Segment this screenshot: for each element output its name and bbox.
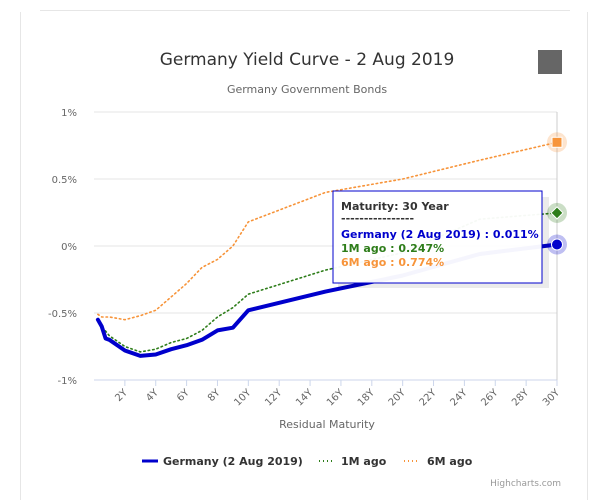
marker-1m-ago[interactable]: [550, 206, 564, 220]
left-border: [20, 12, 21, 500]
tooltip-title: Maturity: 30 Year: [341, 200, 449, 213]
x-axis-title: Residual Maturity: [279, 418, 375, 431]
legend-label-1m: 1M ago: [341, 455, 387, 468]
legend-item-1m[interactable]: 1M ago: [319, 455, 387, 468]
series-line-6m-ago: [97, 141, 558, 321]
x-axis: 2Y 4Y 6Y 8Y 10Y 12Y 14Y 16Y 18Y 20Y 22Y 24Y 26Y 28Y 30…: [94, 379, 563, 409]
x-tick-label: 18Y: [356, 387, 378, 409]
legend-item-6m[interactable]: 6M ago: [404, 455, 473, 468]
y-axis-labels: 1% 0.5% 0% -0.5% -1%: [48, 108, 77, 387]
credits-link[interactable]: Highcharts.com: [490, 479, 561, 489]
marker-6m-ago[interactable]: [551, 136, 563, 148]
tooltip-line-germany: Germany (2 Aug 2019) : 0.011%: [341, 228, 539, 241]
x-tick-label: 16Y: [325, 387, 347, 409]
hover-markers: [547, 132, 567, 255]
tooltip-line-1m: 1M ago : 0.247%: [341, 242, 444, 255]
legend-label-6m: 6M ago: [427, 455, 473, 468]
y-tick-label: 1%: [61, 108, 77, 119]
x-tick-label: 10Y: [232, 387, 254, 409]
x-tick-label: 26Y: [479, 387, 501, 409]
tooltip-separator: ----------------: [341, 212, 414, 225]
y-tick-label: 0.5%: [52, 175, 77, 186]
x-tick-label: 6Y: [175, 387, 192, 404]
y-tick-label: -1%: [58, 376, 77, 387]
legend: Germany (2 Aug 2019) 1M ago 6M ago: [142, 455, 473, 468]
x-tick-label: 2Y: [113, 387, 130, 404]
tooltip: Maturity: 30 Year ---------------- Germa…: [332, 190, 549, 288]
x-tick-label: 24Y: [448, 387, 470, 409]
marker-germany[interactable]: [551, 238, 563, 251]
x-tick-label: 20Y: [387, 387, 409, 409]
right-border: [587, 12, 588, 500]
y-tick-label: 0%: [61, 242, 77, 253]
x-tick-label: 28Y: [510, 387, 532, 409]
series-line-germany: [95, 242, 559, 358]
chart-title: Germany Yield Curve - 2 Aug 2019: [160, 50, 455, 70]
tooltip-line-6m: 6M ago : 0.774%: [341, 256, 444, 269]
legend-label-germany: Germany (2 Aug 2019): [163, 455, 303, 468]
x-tick-label: 14Y: [294, 387, 316, 409]
top-divider: [40, 10, 570, 11]
x-tick-label: 8Y: [206, 387, 223, 404]
series-line-1m-ago: [97, 212, 558, 353]
x-tick-label: 4Y: [144, 387, 161, 404]
series-lines: [95, 141, 559, 358]
x-tick-label: 22Y: [418, 387, 440, 409]
y-tick-label: -0.5%: [48, 309, 77, 320]
chart-subtitle: Germany Government Bonds: [227, 83, 387, 96]
x-tick-label: 12Y: [263, 387, 285, 409]
x-tick-label: 30Y: [541, 387, 563, 409]
legend-item-germany[interactable]: Germany (2 Aug 2019): [142, 455, 303, 468]
hamburger-menu-icon[interactable]: [538, 50, 562, 74]
